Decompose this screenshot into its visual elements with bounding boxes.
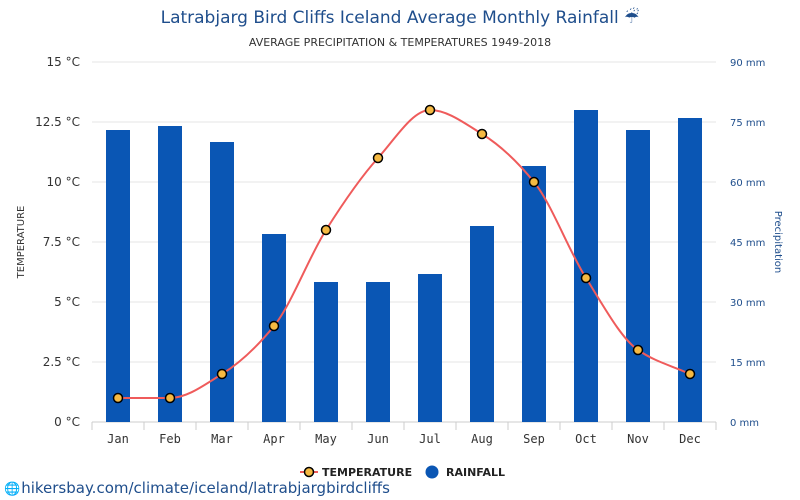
- rainfall-bar: [470, 226, 494, 422]
- y-tick-left-label: 5 °C: [54, 295, 80, 309]
- x-tick-label: Apr: [263, 432, 285, 446]
- source-link[interactable]: 🌐hikersbay.com/climate/iceland/latrabjar…: [4, 479, 390, 497]
- temperature-point: [216, 368, 228, 380]
- source-link-text: hikersbay.com/climate/iceland/latrabjarg…: [21, 479, 390, 497]
- temperature-point: [268, 320, 280, 332]
- rainfall-bar: [574, 110, 598, 422]
- temperature-line: [118, 108, 691, 399]
- x-tick-label: Mar: [211, 432, 233, 446]
- legend-temperature-label: TEMPERATURE: [322, 466, 412, 479]
- y-tick-left-label: 15 °C: [47, 55, 80, 69]
- temperature-point: [528, 176, 540, 188]
- y-axis-right-label: Precipitation: [772, 211, 783, 274]
- y-tick-left-label: 2.5 °C: [43, 355, 80, 369]
- x-tick-label: Feb: [159, 432, 181, 446]
- y-axis-left-label: TEMPERATURE: [16, 206, 27, 280]
- y-tick-left-label: 7.5 °C: [43, 235, 80, 249]
- chart-subtitle: AVERAGE PRECIPITATION & TEMPERATURES 194…: [249, 36, 551, 49]
- x-tick-label: May: [315, 432, 337, 446]
- globe-icon: 🌐: [4, 482, 21, 497]
- legend-temperature-marker: [303, 466, 315, 478]
- chart-title: Latrabjarg Bird Cliffs Iceland Average M…: [161, 7, 640, 28]
- grid-lines: [92, 61, 716, 423]
- temperature-point: [632, 344, 644, 356]
- y-tick-right-label: 15 mm: [730, 358, 765, 369]
- temperature-points: [112, 104, 696, 404]
- temperature-point: [164, 392, 176, 404]
- temperature-point: [372, 152, 384, 164]
- legend-rainfall-marker: [425, 465, 439, 479]
- legend: TEMPERATURE RAINFALL: [300, 465, 506, 480]
- x-tick-label: Jun: [367, 432, 389, 446]
- y-axis-right-ticks: 0 mm 15 mm 30 mm 45 mm 60 mm 75 mm 90 mm: [730, 58, 765, 429]
- y-tick-left-label: 10 °C: [47, 175, 80, 189]
- temperature-point: [112, 392, 124, 404]
- x-tick-label: Aug: [471, 432, 493, 446]
- y-axis-left-ticks: 0 °C 2.5 °C 5 °C 7.5 °C 10 °C 12.5 °C 15 °C: [35, 55, 80, 429]
- x-axis-ticks: Jan Feb Mar Apr May Jun Jul Aug Sep Oct Nov Dec: [91, 422, 717, 446]
- rainfall-bar: [626, 130, 650, 422]
- x-tick-label: Jan: [107, 432, 129, 446]
- rainfall-bar: [158, 126, 182, 422]
- y-tick-left-label: 12.5 °C: [35, 115, 80, 129]
- legend-rainfall-label: RAINFALL: [446, 466, 505, 479]
- temperature-curve: [118, 108, 691, 399]
- x-tick-label: Sep: [523, 432, 545, 446]
- x-tick-label: Oct: [575, 432, 597, 446]
- rainfall-bar: [366, 282, 390, 422]
- y-tick-left-label: 0 °C: [54, 415, 80, 429]
- rainfall-bar: [418, 274, 442, 422]
- rainfall-bar: [106, 130, 130, 422]
- temperature-point: [580, 272, 592, 284]
- temperature-point: [476, 128, 488, 140]
- rainfall-bar: [522, 166, 546, 422]
- rainfall-bars: [106, 110, 702, 422]
- temperature-point: [684, 368, 696, 380]
- legend-item-temperature[interactable]: TEMPERATURE: [300, 466, 412, 479]
- y-tick-right-label: 30 mm: [730, 298, 765, 309]
- x-tick-label: Jul: [419, 432, 441, 446]
- temperature-point: [320, 224, 332, 236]
- y-tick-right-label: 90 mm: [730, 58, 765, 69]
- y-tick-right-label: 45 mm: [730, 238, 765, 249]
- x-tick-label: Nov: [627, 432, 649, 446]
- legend-item-rainfall[interactable]: RAINFALL: [425, 465, 506, 480]
- temperature-point: [424, 104, 436, 116]
- y-tick-right-label: 75 mm: [730, 118, 765, 129]
- rainfall-bar: [314, 282, 338, 422]
- y-tick-right-label: 0 mm: [730, 418, 759, 429]
- x-tick-label: Dec: [679, 432, 701, 446]
- y-tick-right-label: 60 mm: [730, 178, 765, 189]
